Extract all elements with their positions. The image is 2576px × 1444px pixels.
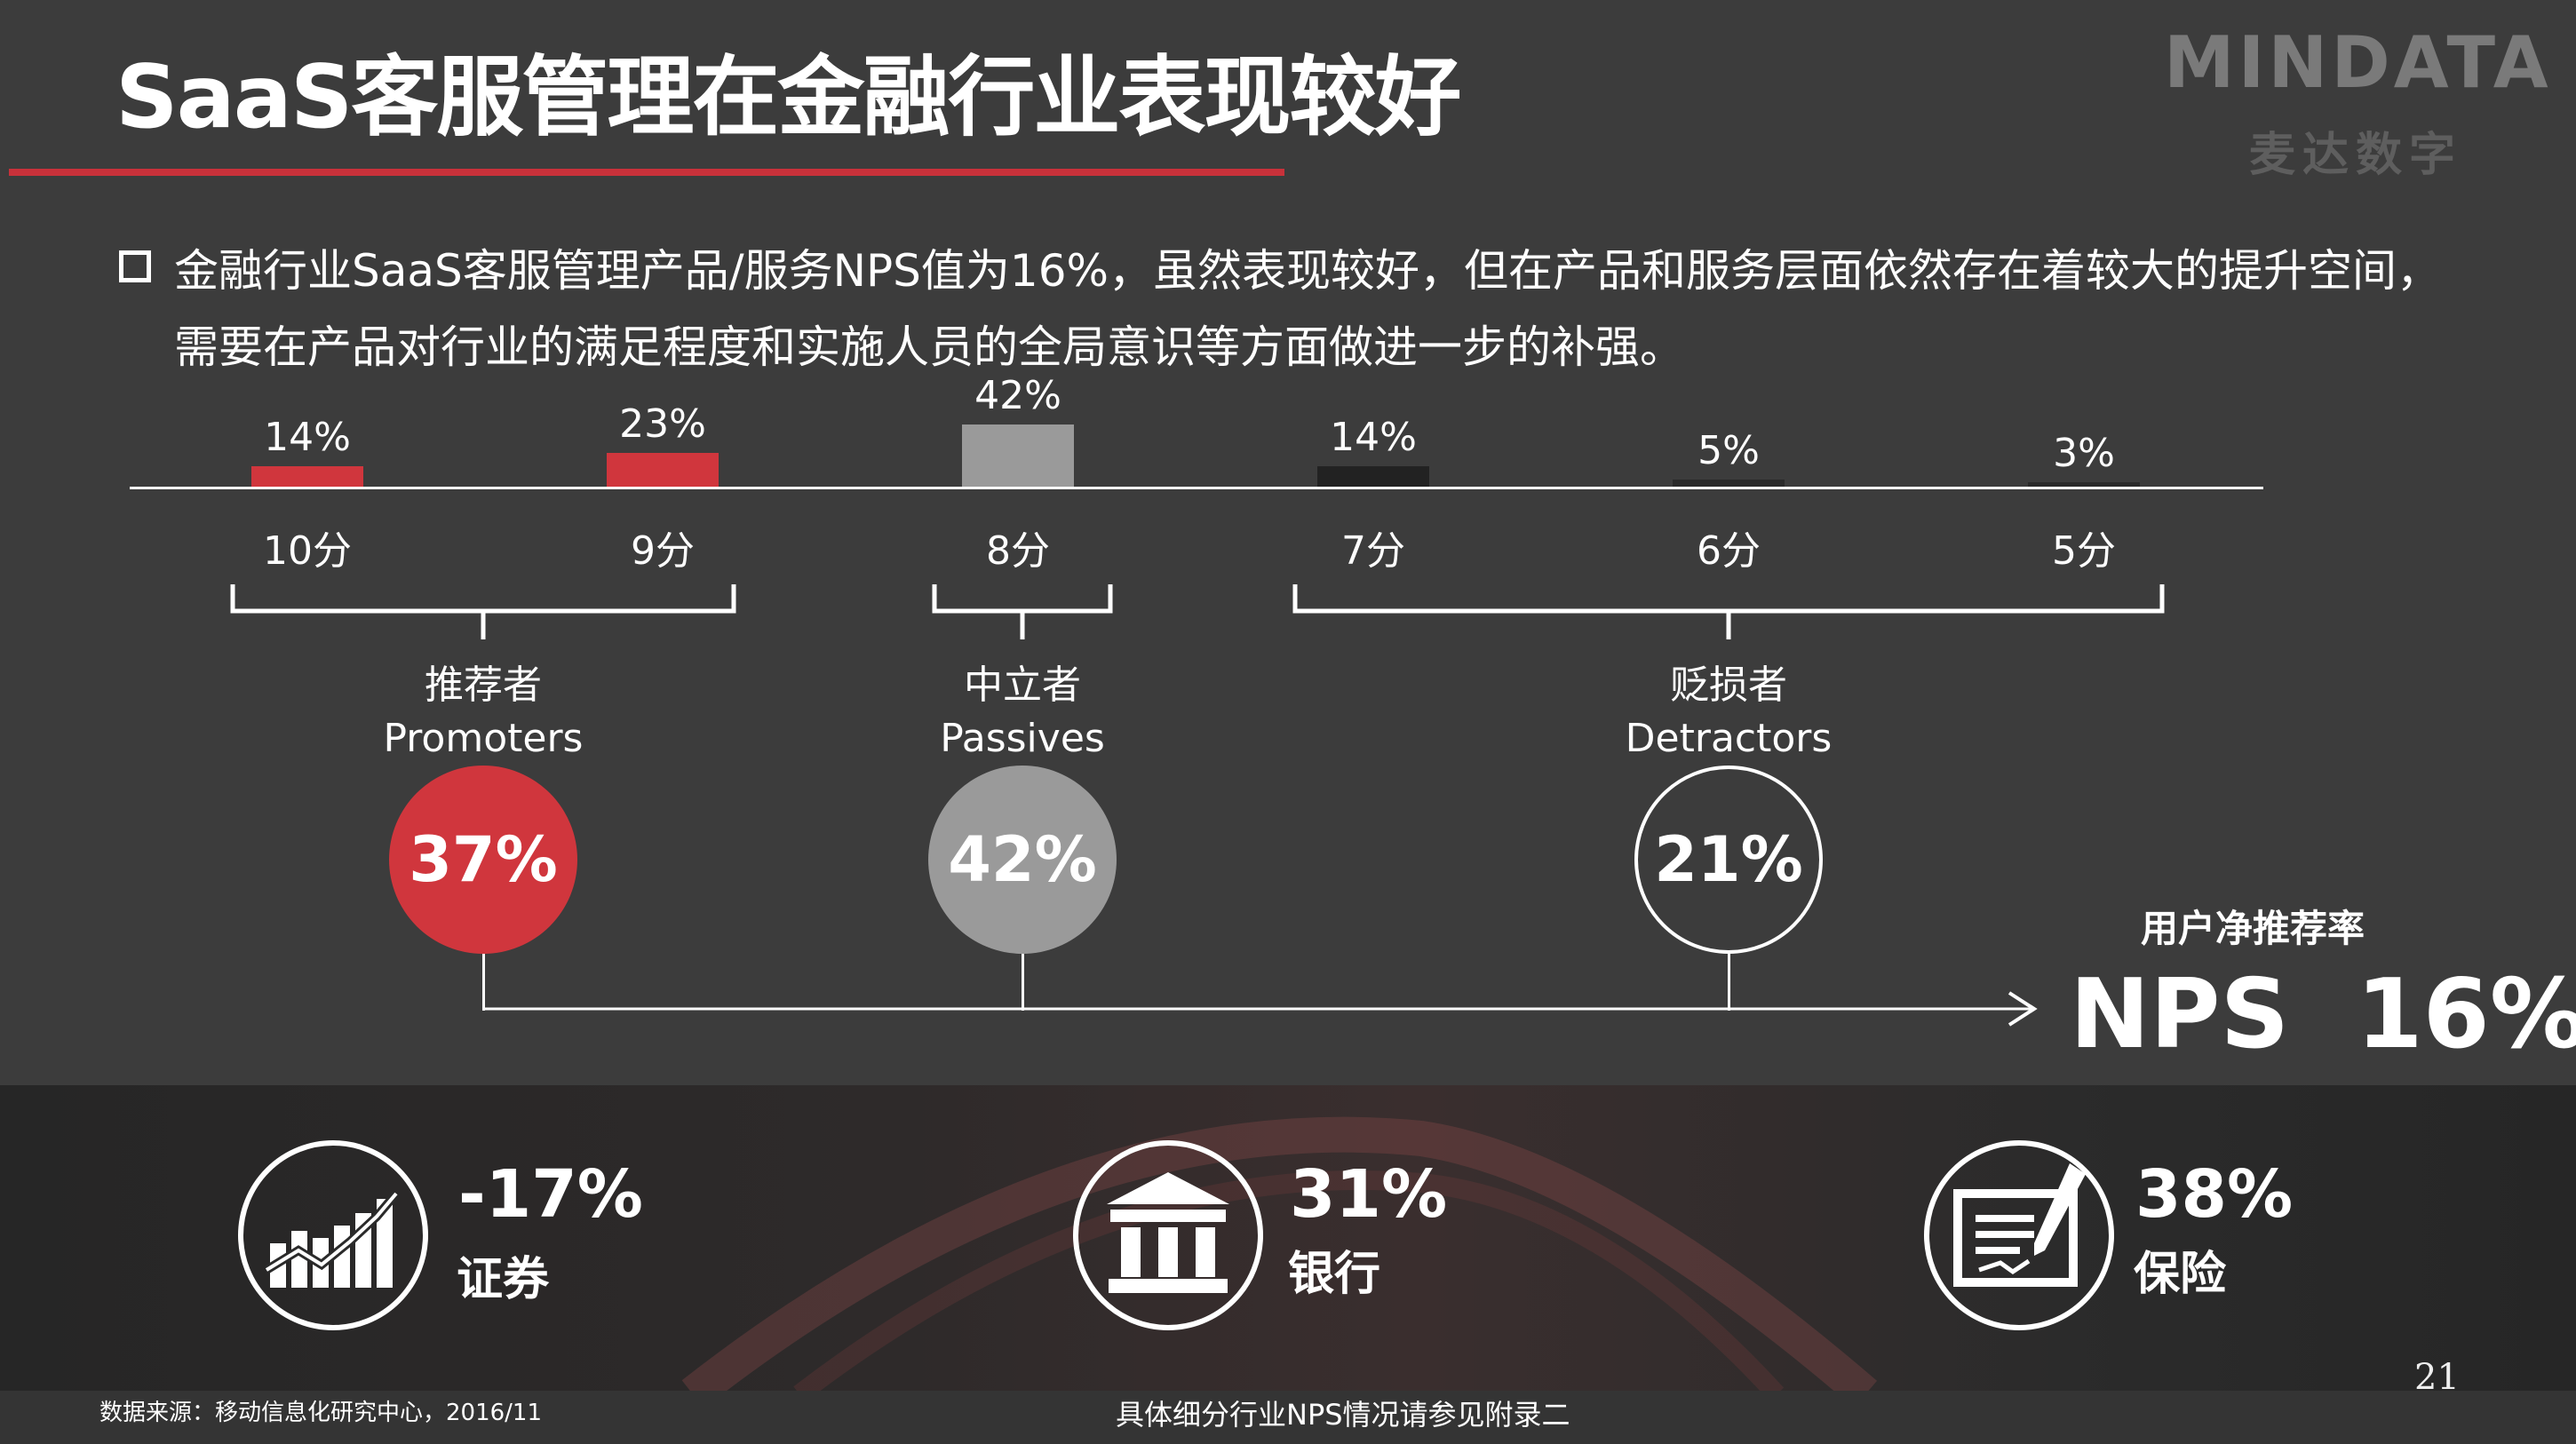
contract-pen-icon [1924, 1140, 2114, 1330]
bar-value-label-1: 14% [264, 414, 351, 460]
bank-value: 31% [1290, 1156, 1448, 1233]
appendix-note: 具体细分行业NPS情况请参见附录二 [1116, 1398, 1570, 1432]
group-brackets [230, 584, 2165, 639]
bar-value-label-6: 3% [2053, 431, 2115, 476]
page-title: SaaS客服管理在金融行业表现较好 [115, 47, 1461, 148]
score-label-2: 9分 [631, 528, 695, 574]
promoters-connector [482, 954, 485, 1011]
bar-1 [251, 465, 363, 487]
insurance-name: 保险 [2134, 1248, 2227, 1301]
bar-6 [2028, 482, 2140, 487]
score-label-4: 7分 [1341, 528, 1405, 574]
nps-arrow [482, 991, 2038, 1027]
mindata-logo: MINDATA 麦达数字 [2164, 21, 2555, 182]
detractors-circle: 21% [1634, 766, 1823, 954]
title-underline [9, 169, 1284, 176]
bar-3 [962, 424, 1074, 487]
promoters-label: 推荐者 Promoters [306, 659, 661, 766]
bar-5 [1673, 479, 1785, 487]
score-label-5: 6分 [1697, 528, 1761, 574]
bank-name: 银行 [1288, 1248, 1381, 1301]
passives-connector [1022, 954, 1024, 1011]
securities-value: -17% [458, 1156, 643, 1233]
bridge-background-image [681, 1116, 1878, 1394]
detractors-connector [1728, 954, 1730, 1011]
passives-label: 中立者 Passives [845, 659, 1200, 766]
description-text: 金融行业SaaS客服管理产品/服务NPS值为16%，虽然表现较好，但在产品和服务… [174, 245, 2442, 373]
page-number: 21 [2414, 1357, 2460, 1398]
detractors-label: 贬损者 Detractors [1551, 659, 1906, 766]
sector-band [0, 1085, 2576, 1394]
nps-caption: 用户净推荐率 [2141, 907, 2365, 950]
bar-2 [607, 452, 719, 487]
insurance-value: 38% [2135, 1156, 2294, 1233]
bullet-square-icon [119, 250, 151, 282]
passives-en: Passives [940, 716, 1105, 761]
score-label-3: 8分 [986, 528, 1050, 574]
promoters-bracket [230, 584, 736, 639]
chart-baseline [130, 487, 2263, 489]
footer-bar [0, 1391, 2576, 1444]
bar-4 [1317, 465, 1429, 487]
bar-value-label-5: 5% [1697, 427, 1760, 473]
nps-value: NPS 16% [2070, 959, 2576, 1070]
score-label-1: 10分 [263, 528, 352, 574]
passives-bracket [932, 584, 1113, 639]
score-label-6: 5分 [2052, 528, 2116, 574]
logo-subtitle: 麦达数字 [2249, 129, 2463, 182]
data-source: 数据来源：移动信息化研究中心，2016/11 [99, 1400, 543, 1426]
detractors-bracket [1292, 584, 2165, 639]
detractors-cn: 贬损者 [1670, 662, 1787, 708]
promoters-cn: 推荐者 [425, 662, 542, 708]
promoters-circle: 37% [389, 766, 577, 954]
bar-value-label-4: 14% [1330, 414, 1417, 460]
stock-chart-icon [238, 1140, 428, 1330]
bar-value-label-3: 42% [974, 373, 1061, 418]
detractors-en: Detractors [1625, 716, 1833, 761]
bank-icon [1073, 1140, 1263, 1330]
securities-name: 证券 [457, 1253, 550, 1306]
logo-text: MINDATA [2164, 21, 2552, 104]
promoters-en: Promoters [383, 716, 584, 761]
passives-cn: 中立者 [964, 662, 1081, 708]
passives-circle: 42% [928, 766, 1117, 954]
bar-value-label-2: 23% [619, 401, 706, 447]
